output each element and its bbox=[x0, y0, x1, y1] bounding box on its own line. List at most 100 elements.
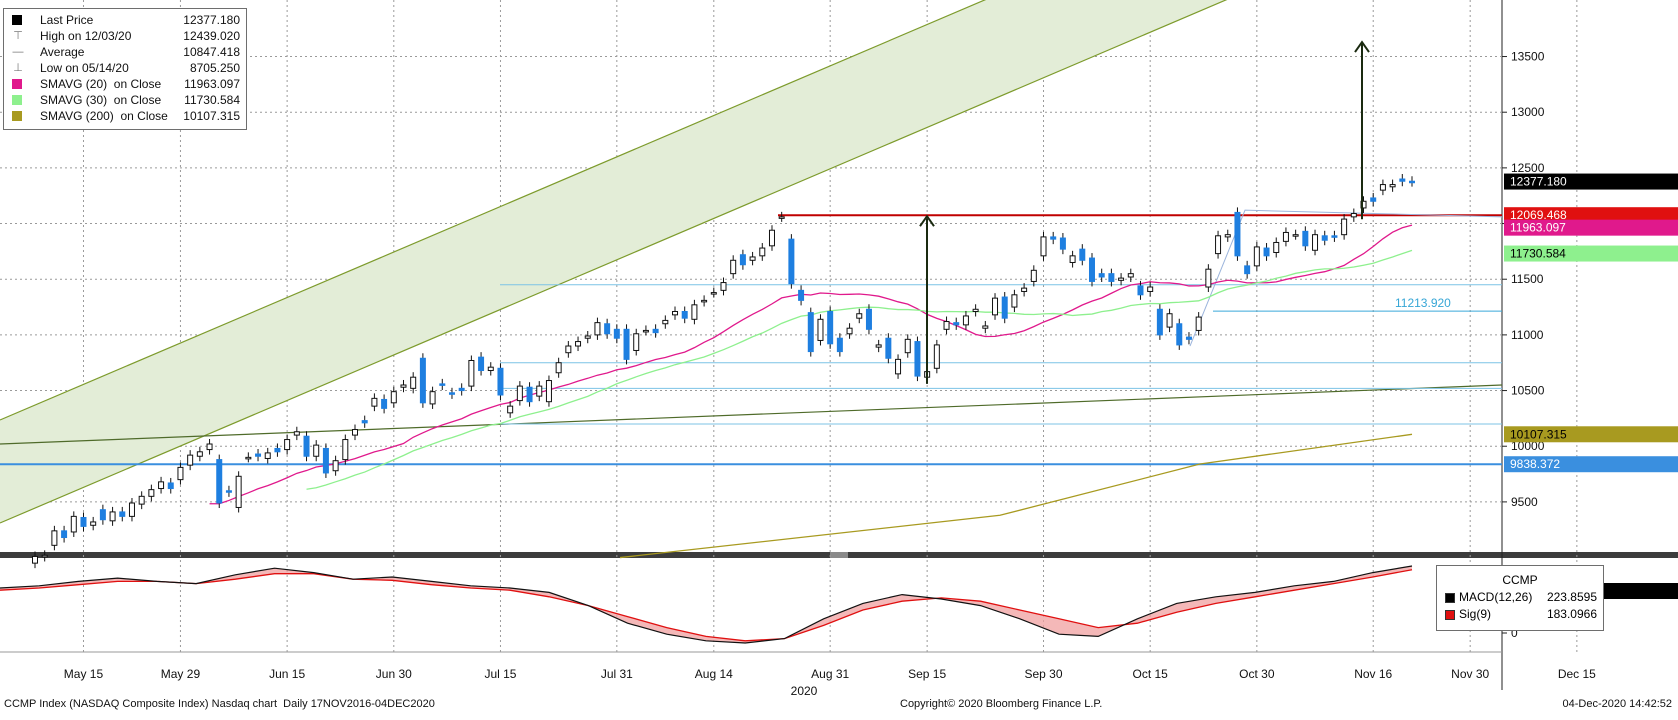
candle-body bbox=[1205, 268, 1212, 288]
candle-body bbox=[739, 254, 746, 266]
candle-body bbox=[90, 521, 97, 526]
legend-name: High on 12/03/20 bbox=[40, 29, 132, 43]
price-tag bbox=[1504, 219, 1678, 236]
y-tick-label: 11500 bbox=[1511, 272, 1544, 286]
candle-body bbox=[235, 475, 242, 508]
legend-row: ⊤ High on 12/03/20 12439.020 bbox=[10, 28, 244, 44]
candle-body bbox=[836, 337, 843, 353]
signal-legend-row: Sig(9) 183.0966 bbox=[1445, 607, 1599, 623]
signal-name: Sig(9) bbox=[1459, 607, 1492, 621]
macd-histogram-fill bbox=[0, 566, 1412, 643]
candle-body bbox=[904, 338, 911, 354]
candle-body bbox=[138, 495, 145, 505]
candle-body bbox=[1118, 277, 1125, 281]
candle-body bbox=[1166, 313, 1173, 328]
signal-line bbox=[0, 569, 1413, 642]
candle-body bbox=[982, 325, 989, 329]
price-panel-bg bbox=[0, 0, 1502, 552]
candle-body bbox=[332, 460, 339, 472]
legend-row: SMAVG (20) on Close 11963.097 bbox=[10, 76, 244, 92]
candle-body bbox=[274, 447, 281, 453]
y-tick-label: 12500 bbox=[1511, 161, 1545, 175]
candle-body bbox=[575, 341, 582, 347]
candle-body bbox=[1273, 241, 1280, 253]
candle-body bbox=[778, 216, 785, 219]
macd-panel: 0 223.8595 bbox=[0, 565, 1678, 644]
candle-body bbox=[875, 344, 882, 348]
candle-body bbox=[1050, 236, 1057, 240]
candle-body bbox=[865, 308, 872, 330]
candle-body bbox=[788, 238, 795, 285]
legend-value: 12439.020 bbox=[183, 29, 240, 43]
candle-body bbox=[1253, 246, 1260, 267]
legend: Last Price 12377.180 ⊤ High on 12/03/20 1243… bbox=[3, 8, 247, 130]
candle-body bbox=[119, 511, 126, 517]
candle-body bbox=[322, 447, 329, 474]
smavg-30-line bbox=[306, 249, 1413, 490]
candle-body bbox=[613, 328, 620, 339]
candle-body bbox=[885, 337, 892, 359]
candle-body bbox=[526, 386, 533, 403]
signal-value: 183.0966 bbox=[1546, 607, 1597, 621]
candle-body bbox=[798, 289, 805, 301]
level-annotation: 11213.920 bbox=[1395, 296, 1451, 310]
candle-body bbox=[992, 297, 999, 316]
candle-body bbox=[1312, 234, 1319, 251]
candle-body bbox=[128, 502, 135, 517]
candle-body bbox=[1079, 248, 1086, 261]
avg-marker-icon: — bbox=[12, 46, 24, 58]
candle-body bbox=[604, 323, 611, 335]
candle-body bbox=[41, 554, 48, 558]
candle-body bbox=[749, 256, 756, 261]
candle-body bbox=[1399, 178, 1406, 182]
x-tick-label: Sep 15 bbox=[908, 667, 946, 681]
price-levels: 11213.920 bbox=[0, 209, 1503, 466]
x-tick-label: May 15 bbox=[64, 667, 104, 681]
legend-value: 11963.097 bbox=[184, 77, 240, 91]
candle-body bbox=[1282, 231, 1289, 242]
target-arrow-right-head bbox=[1354, 40, 1370, 53]
legend-value: 10847.418 bbox=[183, 45, 240, 59]
candle-body bbox=[1370, 197, 1377, 202]
x-tick-label: Nov 30 bbox=[1451, 667, 1489, 681]
legend-name: Average bbox=[40, 45, 85, 59]
candle-body bbox=[1137, 285, 1144, 296]
candle-body bbox=[895, 358, 902, 375]
high-marker-icon: ⊤ bbox=[13, 30, 23, 42]
candle-body bbox=[1147, 286, 1154, 292]
year-label: 2020 bbox=[791, 684, 818, 698]
candle-body bbox=[381, 398, 388, 409]
candle-body bbox=[642, 329, 649, 333]
candle-body bbox=[565, 345, 572, 354]
y-tick-label: 13500 bbox=[1511, 50, 1545, 64]
legend-swatch bbox=[12, 111, 22, 121]
candle-body bbox=[196, 451, 203, 457]
projection-line bbox=[1189, 209, 1503, 347]
channel-group bbox=[0, 0, 1502, 524]
price-tag-label: 12069.468 bbox=[1510, 208, 1567, 222]
candle-body bbox=[458, 387, 465, 392]
smavg-200-line bbox=[619, 433, 1413, 559]
x-tick-label: Jun 15 bbox=[269, 667, 305, 681]
legend-value: 12377.180 bbox=[183, 13, 240, 27]
candle-body bbox=[313, 444, 320, 457]
price-tag bbox=[1504, 207, 1678, 224]
candle-body bbox=[807, 312, 814, 353]
candle-body bbox=[32, 555, 38, 564]
macd-legend: CCMP MACD(12,26) 223.8595 Sig(9) 183.096… bbox=[1436, 565, 1604, 631]
legend-name: Last Price bbox=[40, 13, 94, 27]
candle-body bbox=[594, 322, 601, 336]
candle-body bbox=[1011, 294, 1018, 308]
price-tag-label: 12377.180 bbox=[1510, 175, 1567, 189]
macd-legend-row: MACD(12,26) 223.8595 bbox=[1445, 590, 1599, 606]
candle-body bbox=[342, 439, 349, 461]
candle-body bbox=[1302, 230, 1309, 247]
candle-body bbox=[691, 304, 698, 320]
y-tick-label: 9500 bbox=[1511, 495, 1538, 509]
candle-body bbox=[1321, 235, 1328, 241]
legend-row: SMAVG (200) on Close 10107.315 bbox=[10, 108, 244, 124]
x-tick-label: Oct 30 bbox=[1239, 667, 1275, 681]
candle-body bbox=[1156, 308, 1163, 336]
candle-body bbox=[245, 456, 252, 460]
